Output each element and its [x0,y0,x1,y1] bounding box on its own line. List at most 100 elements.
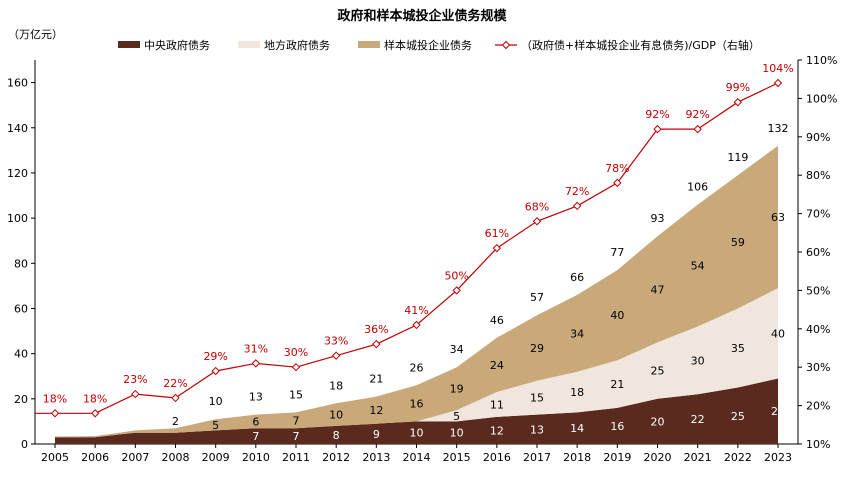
ratio-point [532,217,542,226]
area-value-label: 34 [570,327,584,340]
y-right-tick-label: 30% [806,361,830,374]
y-left-tick-label: 40 [14,348,28,361]
y-right-tick-label: 90% [806,131,830,144]
ratio-point [613,178,622,188]
area-lgfv [55,145,778,438]
ratio-label: 36% [364,323,388,336]
area-central-gov [55,378,778,444]
y-left-tick-label: 20 [14,393,28,406]
area-value-label: 29 [530,342,544,355]
ratio-label: 78% [605,162,629,175]
legend-lgfv: 样本城投企业债务 [358,38,472,52]
ratio-label: 22% [163,377,187,390]
total-label: 10 [209,395,223,408]
ratio-point [572,201,582,211]
area-value-label: 35 [731,342,745,355]
x-tick-label: 2011 [282,451,310,464]
area-value-label: 10 [329,409,343,422]
total-label: 26 [410,361,424,374]
ratio-point [773,78,783,88]
area-value-label: 8 [333,429,340,442]
area-local-gov [55,288,778,438]
total-label: 66 [570,271,584,284]
legend-marker [501,40,511,50]
area-value-label: 6 [252,415,259,428]
area-value-label: 20 [651,415,665,428]
area-value-label: 29 [771,405,785,418]
ratio-label: 99% [726,81,750,94]
area-value-label: 15 [530,392,544,405]
y-right-tick-label: 50% [806,284,830,297]
y-right-tick-label: 20% [806,400,830,413]
ratio-label: 92% [685,108,709,121]
y-right-tick-label: 10% [806,438,830,451]
area-value-label: 14 [570,422,584,435]
x-tick-label: 2021 [684,451,712,464]
total-label: 15 [289,388,303,401]
x-tick-label: 2018 [563,451,591,464]
ratio-label: 50% [444,269,468,282]
x-tick-label: 2008 [162,451,190,464]
area-value-label: 16 [410,397,424,410]
total-label: 21 [369,373,383,386]
legend-swatch [358,41,380,48]
area-value-label: 21 [610,378,624,391]
chart-title: 政府和样本城投企业债务规模 [337,8,507,24]
ratio-label: 29% [203,350,227,363]
total-label: 57 [530,291,544,304]
axes: 0 20 40 60 80 100 120 140 160 10% 20% 30% 40% 50% 60% 7… [7,54,837,464]
total-label: 34 [450,343,464,356]
area-value-label: 16 [610,420,624,433]
x-tick-label: 2015 [443,451,471,464]
area-value-label: 7 [293,414,300,427]
area-value-label: 47 [651,283,665,296]
y-left-tick-label: 140 [7,122,28,135]
ratio-point [733,98,743,107]
legend-label: 中央政府债务 [144,38,210,52]
ratio-line-path [35,82,779,414]
total-label: 132 [768,122,789,135]
area-value-label: 63 [771,211,785,224]
area-value-label: 40 [771,327,785,340]
ratio-point [251,359,261,368]
ratio-line: 18% 18% 23% 22% 29% 31% 30% 33% 36% 41% 50% 61% 68% 7… [35,62,794,418]
area-value-label: 30 [691,354,705,367]
y-left-tick-label: 160 [7,77,28,90]
area-value-label: 12 [369,404,383,417]
ratio-point [372,339,381,349]
area-value-label: 10 [450,427,464,440]
area-value-label: 11 [490,398,504,411]
x-tick-label: 2010 [242,451,270,464]
ratio-point [291,362,301,372]
ratio-label: 92% [645,108,669,121]
x-tick-label: 2014 [403,451,431,464]
ratio-point [693,124,702,134]
ratio-point [331,351,341,360]
legend-central-gov: 中央政府债务 [118,38,210,52]
total-label: 46 [490,314,504,327]
area-value-label: 5 [453,410,460,423]
area-value-label: 13 [530,423,544,436]
x-tick-label: 2022 [724,451,752,464]
area-value-label: 12 [490,424,504,437]
area-value-label: 22 [691,413,705,426]
y-left-tick-label: 120 [7,167,28,180]
x-tick-label: 2006 [81,451,109,464]
ratio-label: 18% [83,392,107,405]
y-right-tick-label: 80% [806,169,830,182]
area-value-label: 25 [651,365,665,378]
legend-swatch [118,41,140,48]
area-value-label: 25 [731,410,745,423]
area-value-label: 40 [610,309,624,322]
legend-local-gov: 地方政府债务 [238,38,330,52]
x-tick-label: 2013 [362,451,390,464]
total-label: 18 [329,379,343,392]
x-tick-label: 2019 [603,451,631,464]
area-value-label: 10 [410,427,424,440]
x-tick-label: 2007 [121,451,149,464]
ratio-point [171,393,180,403]
ratio-point [131,389,140,399]
area-value-label: 5 [212,419,219,432]
